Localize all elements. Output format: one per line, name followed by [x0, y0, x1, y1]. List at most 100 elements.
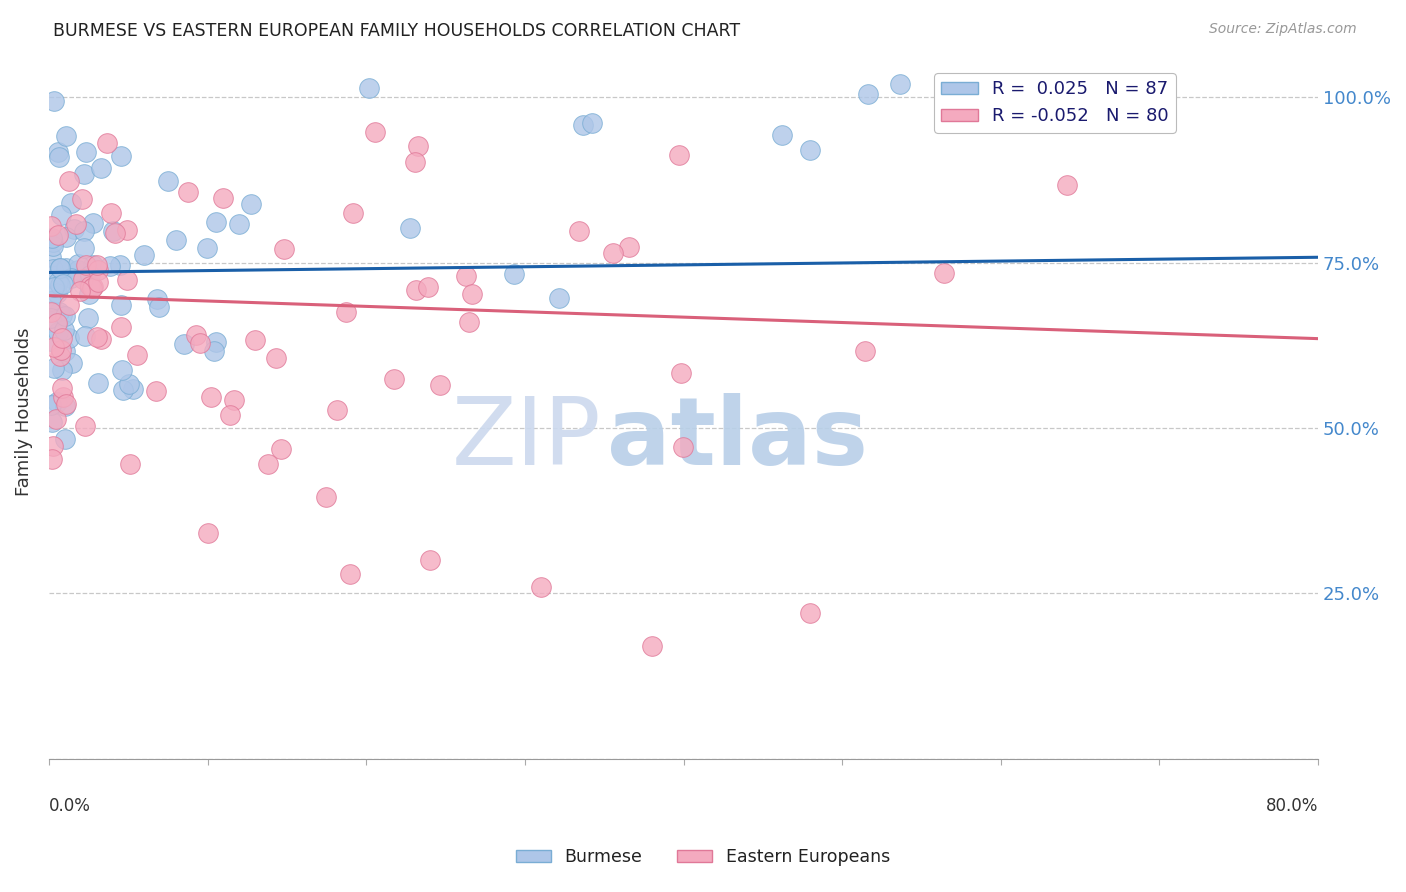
- Point: [148, 300, 170, 314]
- Point: [145, 384, 167, 398]
- Point: [408, 138, 430, 153]
- Point: [568, 224, 591, 238]
- Point: [218, 408, 240, 422]
- Point: [530, 580, 553, 594]
- Point: [264, 351, 287, 366]
- Point: [418, 280, 440, 294]
- Point: [75, 258, 97, 272]
- Point: [48, 228, 70, 243]
- Point: [79, 278, 101, 293]
- Point: [103, 224, 125, 238]
- Point: [617, 239, 640, 253]
- Point: [104, 226, 127, 240]
- Point: [602, 246, 624, 260]
- Point: [98, 259, 121, 273]
- Point: [118, 458, 141, 472]
- Point: [48, 149, 70, 163]
- Point: [357, 81, 380, 95]
- Point: [799, 143, 821, 157]
- Point: [145, 292, 167, 306]
- Point: [205, 215, 228, 229]
- Point: [69, 285, 91, 299]
- Point: [39, 304, 62, 318]
- Point: [118, 376, 141, 391]
- Point: [256, 458, 278, 472]
- Point: [49, 343, 72, 358]
- Point: [132, 248, 155, 262]
- Point: [49, 277, 72, 292]
- Point: [456, 269, 478, 284]
- Point: [503, 267, 526, 281]
- Point: [195, 241, 218, 255]
- Point: [326, 403, 349, 417]
- Point: [51, 363, 73, 377]
- Point: [115, 272, 138, 286]
- Point: [108, 258, 131, 272]
- Point: [398, 221, 420, 235]
- Point: [51, 331, 73, 345]
- Point: [77, 310, 100, 325]
- Point: [86, 263, 108, 277]
- Text: ZIP: ZIP: [451, 393, 600, 485]
- Point: [48, 261, 70, 276]
- Point: [70, 192, 93, 206]
- Point: [548, 291, 571, 305]
- Point: [51, 308, 73, 322]
- Point: [122, 382, 145, 396]
- Point: [55, 129, 77, 144]
- Point: [177, 185, 200, 199]
- Text: Source: ZipAtlas.com: Source: ZipAtlas.com: [1209, 22, 1357, 37]
- Point: [315, 490, 337, 504]
- Point: [55, 397, 77, 411]
- Point: [100, 206, 122, 220]
- Point: [156, 174, 179, 188]
- Point: [44, 360, 66, 375]
- Text: 80.0%: 80.0%: [1265, 797, 1319, 815]
- Point: [39, 305, 62, 319]
- Point: [39, 398, 62, 412]
- Point: [55, 261, 77, 276]
- Point: [45, 412, 67, 426]
- Point: [110, 320, 132, 334]
- Point: [60, 271, 83, 285]
- Point: [48, 304, 70, 318]
- Point: [48, 145, 70, 159]
- Legend: Burmese, Eastern Europeans: Burmese, Eastern Europeans: [509, 841, 897, 872]
- Point: [51, 381, 73, 395]
- Point: [96, 136, 118, 151]
- Point: [52, 323, 75, 337]
- Point: [42, 439, 65, 453]
- Point: [197, 525, 219, 540]
- Point: [39, 310, 62, 325]
- Point: [77, 287, 100, 301]
- Point: [42, 262, 65, 277]
- Point: [82, 216, 104, 230]
- Point: [82, 281, 104, 295]
- Point: [419, 553, 441, 567]
- Point: [200, 390, 222, 404]
- Text: BURMESE VS EASTERN EUROPEAN FAMILY HOUSEHOLDS CORRELATION CHART: BURMESE VS EASTERN EUROPEAN FAMILY HOUSE…: [53, 22, 741, 40]
- Point: [173, 336, 195, 351]
- Point: [52, 277, 75, 291]
- Point: [856, 87, 879, 101]
- Point: [42, 280, 65, 294]
- Point: [58, 298, 80, 312]
- Point: [82, 279, 104, 293]
- Point: [73, 224, 96, 238]
- Point: [87, 275, 110, 289]
- Point: [572, 118, 595, 132]
- Point: [799, 606, 821, 620]
- Point: [39, 250, 62, 264]
- Point: [228, 217, 250, 231]
- Point: [63, 222, 86, 236]
- Point: [224, 392, 246, 407]
- Point: [165, 233, 187, 247]
- Point: [87, 376, 110, 391]
- Point: [184, 328, 207, 343]
- Point: [382, 372, 405, 386]
- Point: [48, 260, 70, 275]
- Point: [190, 335, 212, 350]
- Point: [51, 208, 73, 222]
- Point: [65, 217, 87, 231]
- Point: [429, 377, 451, 392]
